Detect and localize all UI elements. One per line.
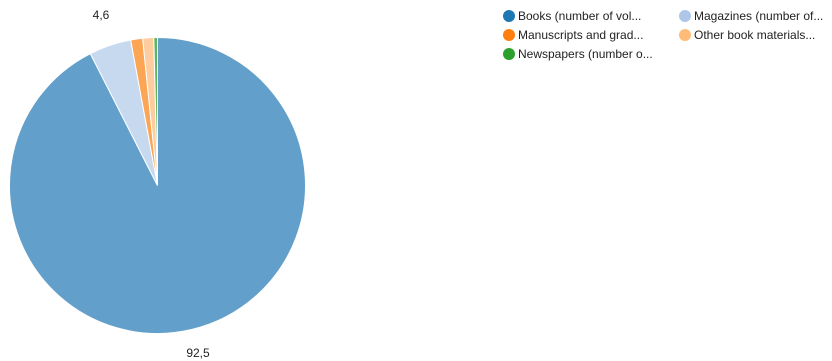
legend-label-books: Books (number of vol... [518,8,642,23]
legend-item-manuscripts[interactable]: Manuscripts and grad... [503,27,679,42]
legend-item-newspapers[interactable]: Newspapers (number o... [503,46,679,61]
legend-item-magazines[interactable]: Magazines (number of... [679,8,829,23]
legend-swatch-other-book-materials [679,28,691,41]
data-label-books: 92,5 [186,346,210,360]
legend: Books (number of vol... Magazines (numbe… [503,8,832,61]
legend-label-manuscripts: Manuscripts and grad... [518,27,644,42]
legend-swatch-manuscripts [503,28,515,41]
legend-label-magazines: Magazines (number of... [694,8,824,23]
pie-slice-newspapers[interactable] [153,36,158,186]
legend-item-books[interactable]: Books (number of vol... [503,8,679,23]
legend-item-other-book-materials[interactable]: Other book materials... [679,27,829,42]
legend-label-other-book-materials: Other book materials... [694,27,816,42]
pie-slices [9,36,306,334]
data-label-magazines: 4,6 [93,8,110,22]
legend-label-newspapers: Newspapers (number o... [518,46,653,61]
legend-swatch-newspapers [503,47,515,60]
legend-swatch-magazines [679,9,691,22]
legend-swatch-books [503,9,515,22]
